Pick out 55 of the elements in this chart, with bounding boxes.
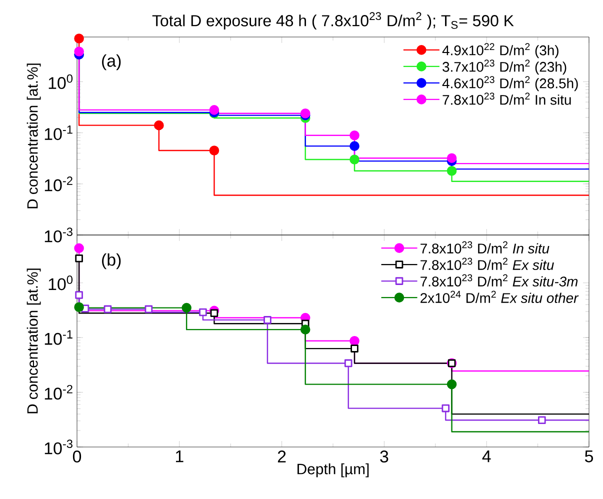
- point: [199, 308, 207, 316]
- point: [350, 336, 360, 346]
- y-tick-label: 10$^{-2}$: [44, 384, 72, 400]
- point: [350, 344, 358, 352]
- point: [442, 404, 450, 412]
- point: [75, 254, 83, 262]
- point: [74, 302, 84, 312]
- point: [300, 324, 310, 334]
- chart-title: Total D exposure 48 h ( 7.8x10$^{23}$ D/m$^{2}$ ); T$_{S}$= 590 K: [152, 12, 514, 30]
- y-tick-label: 10$^{-1}$: [44, 126, 72, 140]
- x-tick-label: 3: [380, 450, 388, 463]
- legend-label: 7.8x10$^{23}$ D/m$^{2}$ Ex situ-3m: [420, 274, 578, 286]
- x-tick-label: 0: [72, 450, 82, 463]
- x-tick-label: 2: [278, 450, 286, 462]
- y-axis-title: D concentration [at.%]: [26, 268, 41, 414]
- point: [446, 153, 457, 163]
- y-axis-title: D concentration [at.%]: [26, 64, 41, 208]
- legend-label: 4.6x10$^{23}$ D/m$^{2}$ (28.5h): [442, 76, 578, 92]
- annotation: (b): [102, 253, 121, 270]
- legend-label: 4.9x10$^{22}$ D/m$^{2}$ (3h): [442, 43, 558, 58]
- point: [74, 243, 84, 254]
- y-tick-label: 10$^{0}$: [48, 74, 73, 90]
- x-tick-label: 4: [482, 450, 491, 462]
- point: [350, 130, 360, 140]
- point: [350, 141, 360, 151]
- y-tick-label: 10$^{-3}$: [44, 228, 72, 242]
- point: [154, 120, 164, 130]
- y-tick-label: 10$^{-2}$: [44, 176, 72, 192]
- x-tick-label: 1: [176, 450, 184, 462]
- point: [446, 379, 457, 390]
- point: [209, 146, 220, 156]
- point: [446, 166, 457, 176]
- legend-label: 2x10$^{24}$ D/m$^{2}$ Ex situ other: [420, 290, 579, 303]
- point: [74, 46, 84, 56]
- point: [144, 305, 153, 314]
- y-tick-label: 10$^{-3}$: [44, 440, 72, 454]
- y-tick-label: 10$^{0}$: [48, 276, 73, 290]
- point: [104, 305, 112, 314]
- point: [210, 309, 218, 318]
- x-tick-label: 5: [584, 450, 593, 462]
- point: [538, 416, 546, 424]
- point: [264, 316, 272, 324]
- annotation: (a): [102, 54, 121, 70]
- point: [209, 105, 220, 115]
- legend-label: 7.8x10$^{23}$ D/m$^{2}$ In situ: [420, 241, 550, 254]
- x-axis-title: Depth [µm]: [298, 463, 369, 478]
- point: [344, 359, 352, 368]
- point: [74, 34, 84, 44]
- legend-label: 7.8x10$^{23}$ D/m$^{2}$ Ex situ: [420, 258, 554, 270]
- legend-label: 7.8x10$^{23}$ D/m$^{2}$ In situ: [442, 92, 571, 105]
- legend-label: 3.7x10$^{23}$ D/m$^{2}$ (23h): [442, 60, 566, 75]
- y-tick-label: 10$^{-1}$: [44, 330, 72, 345]
- point: [182, 302, 192, 313]
- point: [350, 154, 360, 164]
- point: [75, 291, 83, 299]
